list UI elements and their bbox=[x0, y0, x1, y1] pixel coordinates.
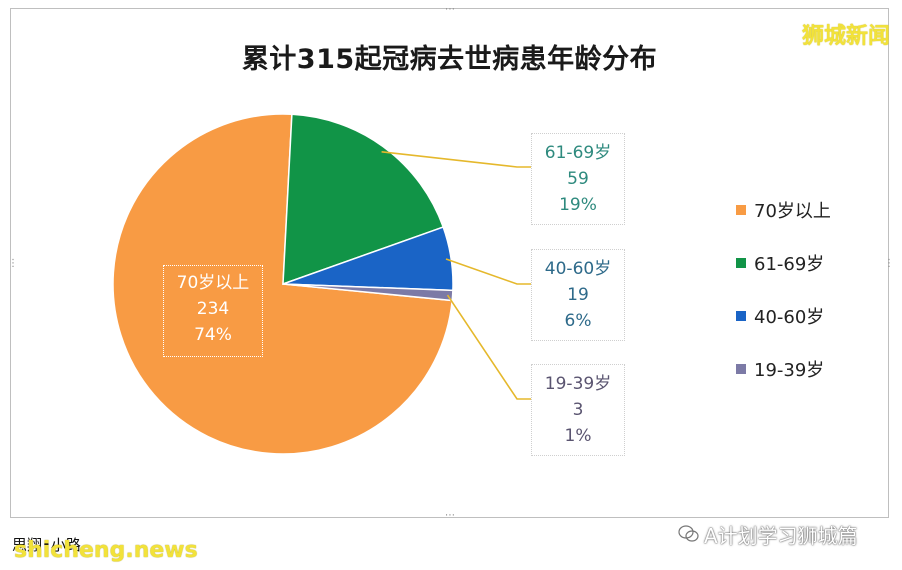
wechat-icon bbox=[678, 525, 699, 542]
legend-swatch-61-69 bbox=[736, 258, 746, 268]
callout-40-60-category: 40-60岁 bbox=[544, 259, 612, 279]
legend-item-19-39: 19-39岁 bbox=[736, 356, 825, 381]
callout-19-39-percent: 1% bbox=[564, 426, 592, 446]
callout-19-39: 19-39岁 3 1% bbox=[531, 364, 625, 456]
slice-label-70-plus-category: 70岁以上 bbox=[176, 273, 250, 293]
chart-title: 累计315起冠病去世病患年龄分布 bbox=[241, 44, 658, 75]
legend-item-61-69: 61-69岁 bbox=[736, 250, 825, 275]
resize-handle-top[interactable]: ⋯ bbox=[445, 4, 455, 15]
slice-label-70-plus-percent: 74% bbox=[194, 325, 232, 345]
leader-line-61-69 bbox=[381, 151, 531, 168]
callout-40-60-value: 19 bbox=[567, 285, 589, 305]
legend-item-40-60: 40-60岁 bbox=[736, 303, 825, 328]
leader-line-19-39 bbox=[446, 294, 531, 400]
callout-40-60-percent: 6% bbox=[564, 311, 592, 331]
watermark-top-right: 狮城新闻 bbox=[801, 24, 890, 49]
callout-61-69-percent: 19% bbox=[559, 195, 597, 215]
legend-label-70-plus: 70岁以上 bbox=[754, 201, 831, 222]
pie-slice-19-39 bbox=[282, 283, 454, 302]
resize-handle-bottom[interactable]: ⋯ bbox=[445, 510, 455, 521]
legend-swatch-19-39 bbox=[736, 364, 746, 374]
callout-40-60: 40-60岁 19 6% bbox=[531, 249, 625, 341]
slice-label-70-plus-value: 234 bbox=[196, 299, 230, 319]
legend-label-19-39: 19-39岁 bbox=[754, 360, 825, 381]
slice-label-70-plus: 70岁以上 234 74% bbox=[163, 265, 263, 357]
callout-19-39-category: 19-39岁 bbox=[544, 374, 612, 394]
callout-19-39-value: 3 bbox=[572, 400, 584, 420]
resize-handle-right[interactable]: ⋮ bbox=[884, 258, 894, 269]
legend-label-61-69: 61-69岁 bbox=[754, 254, 825, 275]
watermark-bottom-left: shicheng.news bbox=[14, 538, 198, 563]
callout-61-69-category: 61-69岁 bbox=[544, 143, 612, 163]
legend-label-40-60: 40-60岁 bbox=[754, 307, 825, 328]
resize-handle-left[interactable]: ⋮ bbox=[8, 258, 18, 269]
wechat-account-tag: A计划学习狮城篇 bbox=[704, 524, 858, 548]
author-credit: 思翔•小路 bbox=[12, 536, 81, 554]
legend-swatch-70-plus bbox=[736, 205, 746, 215]
pie-chart bbox=[112, 113, 531, 455]
legend-item-70-plus: 70岁以上 bbox=[736, 197, 831, 222]
callout-61-69: 61-69岁 59 19% bbox=[531, 133, 625, 225]
leader-line-40-60 bbox=[445, 258, 531, 285]
pie-slice-61-69 bbox=[282, 113, 445, 286]
callout-61-69-value: 59 bbox=[567, 169, 589, 189]
legend-swatch-40-60 bbox=[736, 311, 746, 321]
chart-frame: 累计315起冠病去世病患年龄分布 70岁以上 234 74% 61-69岁 59… bbox=[8, 4, 894, 521]
